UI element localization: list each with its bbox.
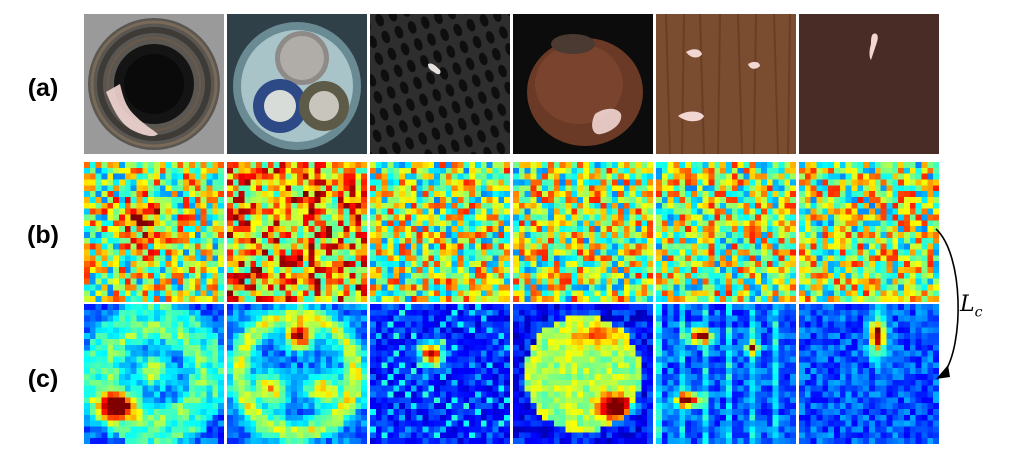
image-leather	[799, 14, 939, 154]
loss-symbol: L	[960, 292, 975, 317]
heatmap-b-grid	[370, 162, 510, 302]
heatmap-b-leather	[799, 162, 939, 302]
curved-arrow-icon	[935, 228, 959, 379]
heatmap-b-hazelnut	[513, 162, 653, 302]
loss-label: Lc	[960, 292, 982, 320]
heatmap-b-bottle	[84, 162, 224, 302]
row-label-a: (a)	[27, 74, 59, 102]
image-hazelnut	[513, 14, 653, 154]
row-label-b: (b)	[27, 221, 59, 249]
loss-subscript: c	[974, 304, 983, 321]
heatmap-b-cable	[227, 162, 367, 302]
image-bottle	[84, 14, 224, 154]
heatmap-c-grid	[370, 304, 510, 444]
heatmap-c-leather	[799, 304, 939, 444]
heatmap-b-wood	[656, 162, 796, 302]
image-grid	[370, 14, 510, 154]
heatmap-c-hazelnut	[513, 304, 653, 444]
image-cable	[227, 14, 367, 154]
heatmap-c-wood	[656, 304, 796, 444]
heatmap-c-cable	[227, 304, 367, 444]
heatmap-c-bottle	[84, 304, 224, 444]
row-label-c: (c)	[27, 365, 59, 393]
image-wood	[656, 14, 796, 154]
